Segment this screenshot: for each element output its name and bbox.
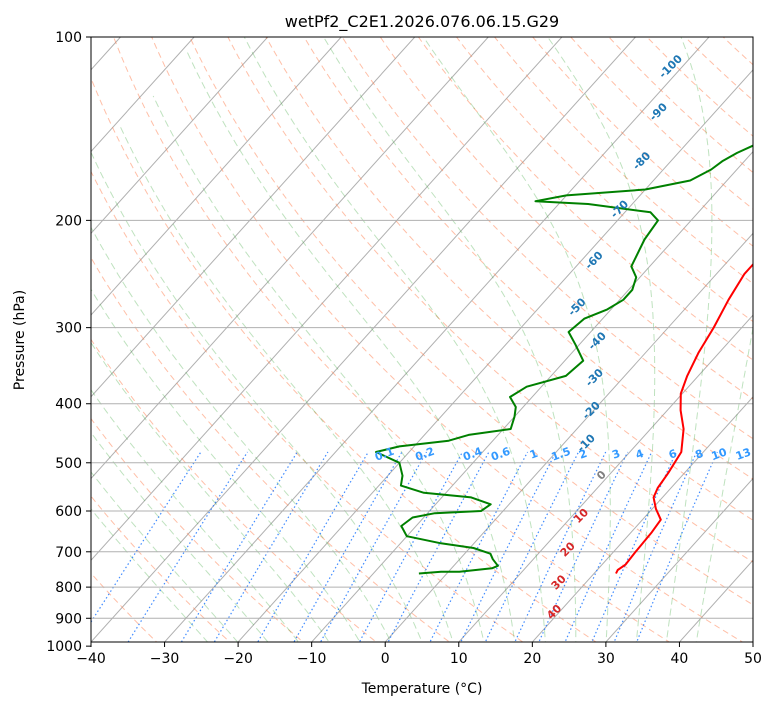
- isotherm-line: [91, 37, 563, 561]
- mixing-ratio-line: [91, 451, 202, 624]
- x-tick-label: 30: [597, 651, 615, 667]
- moist-adiabat-line: [91, 389, 299, 642]
- dry-adiabat-line: [494, 37, 753, 285]
- isotherm-line: [91, 37, 416, 398]
- isotherm-line: [91, 37, 269, 235]
- pressure-gridlines: [91, 37, 753, 619]
- moist-adiabat-line: [243, 37, 546, 642]
- dry-adiabat-line: [91, 170, 524, 642]
- dry-adiabat-line: [189, 37, 753, 606]
- dry-adiabat-lines: [91, 37, 753, 642]
- mixing-ratio-line: [180, 451, 298, 642]
- mixing-ratio-line: [591, 451, 677, 642]
- isotherm-line: [91, 37, 636, 642]
- mixing-ratio-label: 0.2: [413, 445, 436, 464]
- moist-adiabat-line: [91, 341, 330, 642]
- isotherm-line: [458, 314, 753, 642]
- mixing-ratio-line: [636, 451, 718, 642]
- y-tick-label: 400: [55, 397, 82, 413]
- dry-adiabat-line: [417, 37, 753, 361]
- moist-adiabat-line: [119, 125, 454, 642]
- y-tick-label: 1000: [46, 639, 82, 655]
- mixing-ratio-line: [213, 451, 329, 642]
- dry-adiabat-line: [532, 37, 753, 247]
- moist-adiabat-line: [91, 288, 361, 642]
- mixing-ratio-label: 13: [734, 446, 753, 463]
- mixing-ratio-line: [613, 451, 698, 642]
- mixing-ratio-label: 0.4: [461, 445, 484, 464]
- dry-adiabat-line: [91, 338, 378, 642]
- x-tick-label: −30: [150, 651, 180, 667]
- isotherm-line: [91, 37, 342, 316]
- x-axis-ticks: −40 −30 −20 −10 0 10 20 30 40 50: [76, 642, 762, 667]
- x-tick-label: 0: [381, 651, 390, 667]
- mixing-ratio-line: [358, 451, 464, 642]
- isotherm-line: [384, 232, 753, 642]
- y-tick-label: 500: [55, 456, 82, 472]
- mixing-ratio-label: 10: [710, 445, 729, 463]
- x-tick-label: 20: [523, 651, 541, 667]
- mixing-ratio-line: [429, 451, 529, 642]
- mixing-ratio-label: 8: [693, 447, 705, 462]
- y-tick-label: 600: [55, 504, 82, 520]
- x-tick-label: −10: [297, 651, 327, 667]
- x-axis-label: Temperature (°C): [361, 681, 483, 697]
- isotherm-line: [237, 69, 753, 642]
- chart-title: wetPf2_C2E1.2026.076.06.15.G29: [285, 12, 559, 32]
- plot-frame: [90, 36, 754, 643]
- dry-adiabat-line: [570, 37, 753, 210]
- dry-adiabat-line: [91, 417, 304, 642]
- y-tick-label: 900: [55, 611, 82, 627]
- mixing-ratio-label: 4: [634, 447, 646, 462]
- dry-adiabat-line: [379, 37, 753, 400]
- x-tick-label: 50: [744, 651, 762, 667]
- moist-adiabat-line: [185, 49, 516, 642]
- plot-area: -100-90-80-70-60-50-40-30-20-10010203040…: [91, 37, 753, 642]
- dry-adiabat-line: [113, 37, 671, 642]
- mixing-ratio-label: 2: [577, 447, 589, 462]
- moist-adiabat-line: [323, 37, 577, 642]
- mixing-ratio-line: [564, 451, 653, 642]
- temperature-profile-line: [615, 262, 753, 574]
- dry-adiabat-line: [91, 77, 597, 642]
- x-tick-label: 10: [450, 651, 468, 667]
- moist-adiabat-line: [91, 471, 239, 642]
- mixing-ratio-label: 0.1: [373, 445, 396, 464]
- mixing-ratio-label: 3: [610, 447, 622, 462]
- x-tick-label: −20: [223, 651, 253, 667]
- isotherm-line: [91, 37, 489, 480]
- isotherm-line: [605, 477, 753, 642]
- isotherm-line: [163, 37, 710, 642]
- dry-adiabat-line: [227, 37, 753, 563]
- mixing-ratio-line: [387, 451, 490, 642]
- moist-adiabat-line: [91, 226, 392, 642]
- moist-adiabat-line: [422, 37, 611, 642]
- x-tick-label: 40: [671, 651, 689, 667]
- y-tick-label: 100: [55, 30, 82, 46]
- mixing-ratio-label: 1.5: [550, 445, 573, 464]
- sounding-series: [375, 144, 753, 575]
- moist-adiabat-line: [665, 37, 713, 642]
- y-axis-label: Pressure (hPa): [12, 290, 28, 390]
- y-tick-label: 300: [55, 321, 82, 337]
- mixing-ratio-label: 6: [667, 447, 679, 462]
- mixing-ratio-line: [127, 451, 249, 642]
- dewpoint-profile-line: [375, 144, 753, 575]
- isotherm-line: [531, 396, 753, 642]
- mixing-ratio-line: [460, 451, 557, 642]
- dry-adiabat-line: [341, 37, 753, 440]
- isotherm-line: [91, 37, 195, 153]
- mixing-ratio-label: 1: [528, 447, 540, 462]
- moist-adiabat-line: [152, 95, 485, 642]
- dry-adiabat-line: [151, 37, 744, 642]
- y-tick-label: 700: [55, 545, 82, 561]
- moist-adiabat-line: [547, 37, 656, 642]
- y-tick-label: 800: [55, 580, 82, 596]
- y-tick-label: 200: [55, 213, 82, 229]
- y-axis-ticks: 100 200 300 400 500 600 700 800 900 1000: [46, 30, 91, 655]
- moist-adiabat-line: [91, 431, 269, 642]
- mixing-ratio-label: 0.6: [489, 445, 512, 464]
- x-tick-label: −40: [76, 651, 106, 667]
